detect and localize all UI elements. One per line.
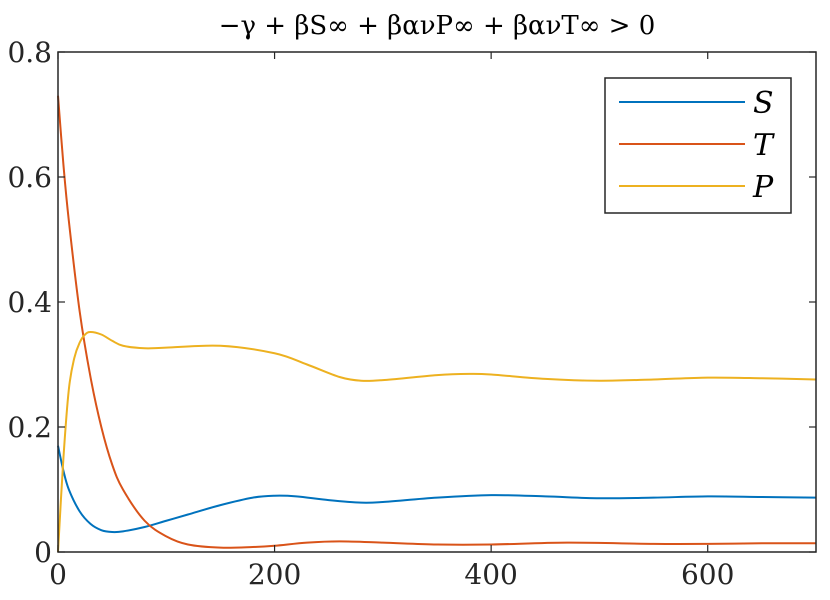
y-tick-label: 0 bbox=[34, 536, 52, 569]
y-tick-label: 0.4 bbox=[7, 286, 52, 319]
series-line-P bbox=[57, 331, 817, 553]
series-line-S bbox=[57, 445, 817, 534]
series-line-T bbox=[57, 95, 817, 549]
legend-label-T: T bbox=[753, 128, 775, 163]
x-tick-label: 600 bbox=[681, 558, 734, 591]
legend: STP bbox=[604, 77, 792, 214]
y-tick-label: 0.2 bbox=[7, 411, 52, 444]
x-tick-label: 0 bbox=[49, 558, 67, 591]
y-tick-label: 0.6 bbox=[7, 161, 52, 194]
series-layer bbox=[57, 95, 817, 553]
x-tick-label: 400 bbox=[464, 558, 517, 591]
y-tick-label: 0.8 bbox=[7, 36, 52, 69]
x-tick-label: 200 bbox=[248, 558, 301, 591]
legend-box bbox=[604, 77, 792, 214]
axes-layer: 0 200 400 600 0 0.2 0.4 0.6 0.8 bbox=[7, 36, 817, 591]
chart-title: −γ + βS∞ + βανP∞ + βανT∞ > 0 bbox=[219, 11, 656, 41]
legend-label-S: S bbox=[753, 86, 774, 121]
legend-label-P: P bbox=[752, 170, 774, 205]
